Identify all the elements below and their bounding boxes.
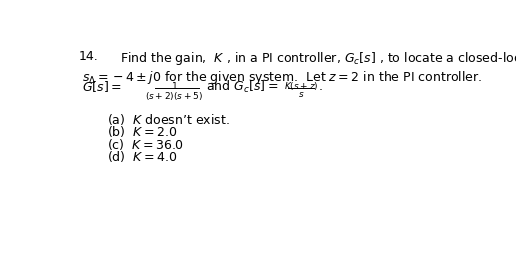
Text: (a)  $K$ doesn’t exist.: (a) $K$ doesn’t exist. <box>107 112 230 127</box>
Text: $(s+2)(s+5)$: $(s+2)(s+5)$ <box>146 90 204 102</box>
Text: $s_\Delta = -4 \pm j0$ for the given system.  Let $z = 2$ in the PI controller.: $s_\Delta = -4 \pm j0$ for the given sys… <box>82 69 482 86</box>
Text: $1$: $1$ <box>171 80 178 92</box>
Text: Find the gain,  $K$ , in a PI controller, $G_c[s]$ , to locate a closed-loop pol: Find the gain, $K$ , in a PI controller,… <box>120 50 516 67</box>
Text: $s$: $s$ <box>298 90 304 99</box>
Text: and $G_c[s] = $: and $G_c[s] = $ <box>205 78 278 95</box>
Text: $G[s] = $: $G[s] = $ <box>82 79 121 94</box>
Text: (d)  $K = 4.0$: (d) $K = 4.0$ <box>107 149 178 164</box>
Text: .: . <box>319 80 322 93</box>
Text: $K(s+z)$: $K(s+z)$ <box>284 80 318 92</box>
Text: (b)  $K = 2.0$: (b) $K = 2.0$ <box>107 124 178 139</box>
Text: (c)  $K = 36.0$: (c) $K = 36.0$ <box>107 137 184 152</box>
Text: 14.: 14. <box>78 50 98 63</box>
